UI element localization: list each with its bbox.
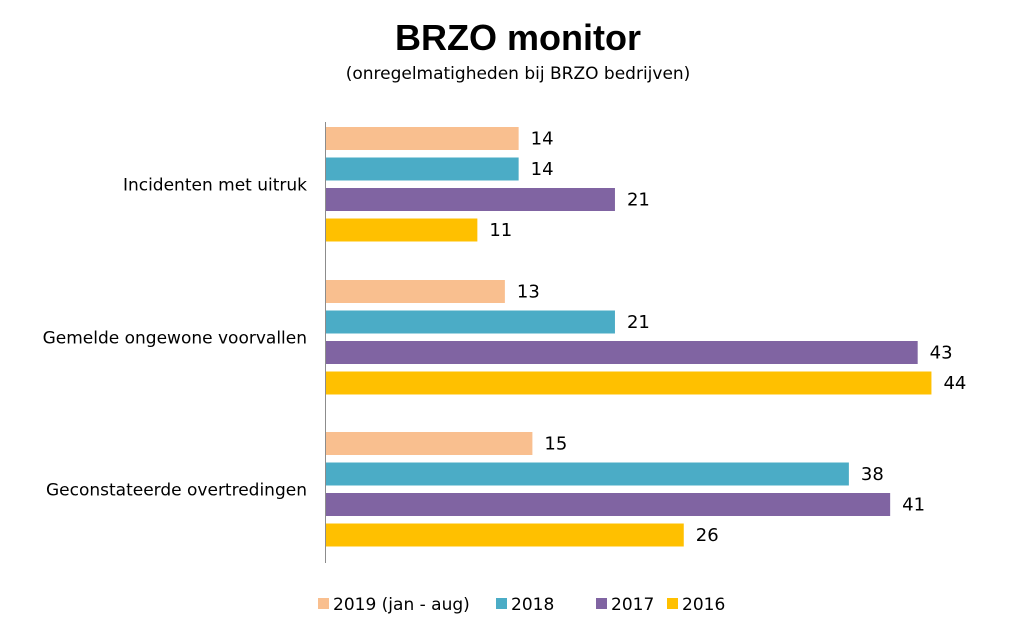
legend-swatch: [496, 598, 507, 609]
legend: 2019 (jan - aug) 2018 2017 2016: [318, 595, 725, 615]
category-label: Gemelde ongewone voorvallen: [43, 328, 307, 348]
legend-swatch: [596, 598, 607, 609]
bar: [326, 523, 684, 547]
bar: [326, 127, 519, 150]
data-label: 13: [517, 282, 540, 303]
legend-entry: 2018: [511, 595, 554, 615]
chart-subtitle: (onregelmatigheden bij BRZO bedrijven): [346, 64, 691, 84]
data-label: 21: [627, 190, 650, 211]
category-label: Geconstateerde overtredingen: [46, 480, 307, 500]
bar: [326, 371, 932, 395]
data-label: 38: [861, 464, 884, 485]
category-label: Incidenten met uitruk: [123, 175, 307, 195]
data-label: 41: [902, 495, 925, 516]
data-label: 21: [627, 312, 650, 333]
bar: [326, 280, 505, 303]
bar: [326, 493, 891, 516]
bar: [326, 218, 478, 242]
bar: [326, 462, 849, 486]
data-label: 14: [531, 159, 554, 180]
bar: [326, 157, 519, 181]
legend-entry: 2019 (jan - aug): [333, 595, 470, 615]
bar: [326, 341, 918, 364]
data-label: 43: [930, 343, 953, 364]
plot-area: Incidenten met uitruk 14 14 21 11 Gemelde ong…: [43, 127, 966, 547]
data-label: 44: [943, 373, 966, 394]
legend-swatch: [667, 598, 678, 609]
data-label: 11: [489, 220, 512, 241]
data-label: 26: [696, 525, 719, 546]
legend-entry: 2016: [682, 595, 725, 615]
data-label: 15: [544, 434, 567, 455]
bar: [326, 310, 615, 334]
bar: [326, 432, 533, 455]
legend-swatch: [318, 598, 329, 609]
data-label: 14: [531, 129, 554, 150]
chart-title: BRZO monitor: [395, 17, 641, 58]
bar: [326, 188, 615, 211]
legend-entry: 2017: [611, 595, 654, 615]
